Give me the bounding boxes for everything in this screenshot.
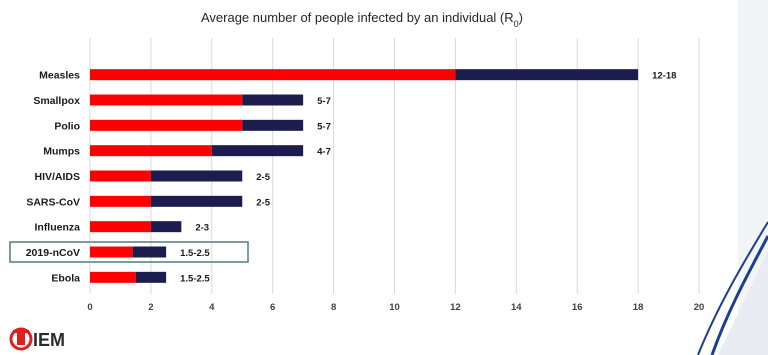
category-label: SARS-CoV xyxy=(26,196,80,208)
data-label: 2-3 xyxy=(195,223,209,234)
x-tick-label: 6 xyxy=(270,302,275,313)
bar-segment-low xyxy=(90,221,151,233)
title-subscript: 0 xyxy=(514,19,519,29)
category-label: Influenza xyxy=(34,222,80,234)
category-label: HIV/AIDS xyxy=(34,171,80,183)
bar-segment-high xyxy=(150,195,243,207)
iem-logo: IEM xyxy=(9,327,65,351)
logo-text: IEM xyxy=(33,330,65,350)
data-label: 1.5-2.5 xyxy=(180,248,210,259)
category-label: Polio xyxy=(54,120,80,132)
x-tick-label: 18 xyxy=(633,302,644,313)
highlight-box xyxy=(9,241,249,263)
bar-segment-low xyxy=(90,170,151,182)
bar-segment-high xyxy=(242,119,304,131)
bar-segment-high xyxy=(211,145,304,157)
x-tick-label: 4 xyxy=(209,302,215,313)
x-axis-ticks: 0 2 4 6 8 10 12 14 16 18 20 xyxy=(87,302,704,313)
x-tick-label: 16 xyxy=(572,302,583,313)
x-tick-label: 8 xyxy=(331,302,336,313)
bars xyxy=(90,69,639,283)
bar-segment-low xyxy=(90,195,151,207)
x-tick-label: 0 xyxy=(87,302,92,313)
logo-mark-icon xyxy=(9,327,33,351)
bar-segment-high xyxy=(135,271,167,283)
highlight-frame xyxy=(9,241,249,263)
bar-segment-low xyxy=(90,246,133,258)
data-label: 1.5-2.5 xyxy=(180,273,210,284)
bar-segment-low xyxy=(90,69,456,81)
data-label: 2-5 xyxy=(256,172,270,183)
x-tick-label: 12 xyxy=(450,302,461,313)
category-label: Smallpox xyxy=(33,95,80,107)
bar-segment-high xyxy=(455,69,639,81)
bar-segment-high xyxy=(150,221,182,233)
category-labels: Measles Smallpox Polio Mumps HIV/AIDS SARS-Co… xyxy=(26,70,80,285)
bar-segment-low xyxy=(90,145,212,157)
x-tick-label: 14 xyxy=(511,302,522,313)
data-label: 5-7 xyxy=(317,121,331,132)
category-label: Measles xyxy=(39,70,80,82)
category-label: Ebola xyxy=(51,272,80,284)
decorative-background xyxy=(697,0,768,355)
x-tick-label: 2 xyxy=(148,302,153,313)
bar-segment-high xyxy=(150,170,243,182)
x-tick-label: 20 xyxy=(694,302,705,313)
bar-segment-high xyxy=(242,94,304,106)
category-label: 2019-nCoV xyxy=(26,247,80,259)
data-labels: 12-18 5-7 5-7 4-7 2-5 2-5 2-3 1.5-2.5 1.5-2.5 xyxy=(180,71,676,285)
data-label: 12-18 xyxy=(652,71,676,82)
data-label: 5-7 xyxy=(317,96,331,107)
category-label: Mumps xyxy=(43,146,80,158)
bar-segment-low xyxy=(90,94,243,106)
bar-segment-low xyxy=(90,271,136,283)
bar-segment-high xyxy=(132,246,167,258)
data-label: 2-5 xyxy=(256,197,270,208)
chart-title: Average number of people infected by an … xyxy=(201,10,523,29)
x-tick-label: 10 xyxy=(389,302,400,313)
bar-segment-low xyxy=(90,119,243,131)
data-label: 4-7 xyxy=(317,147,331,158)
